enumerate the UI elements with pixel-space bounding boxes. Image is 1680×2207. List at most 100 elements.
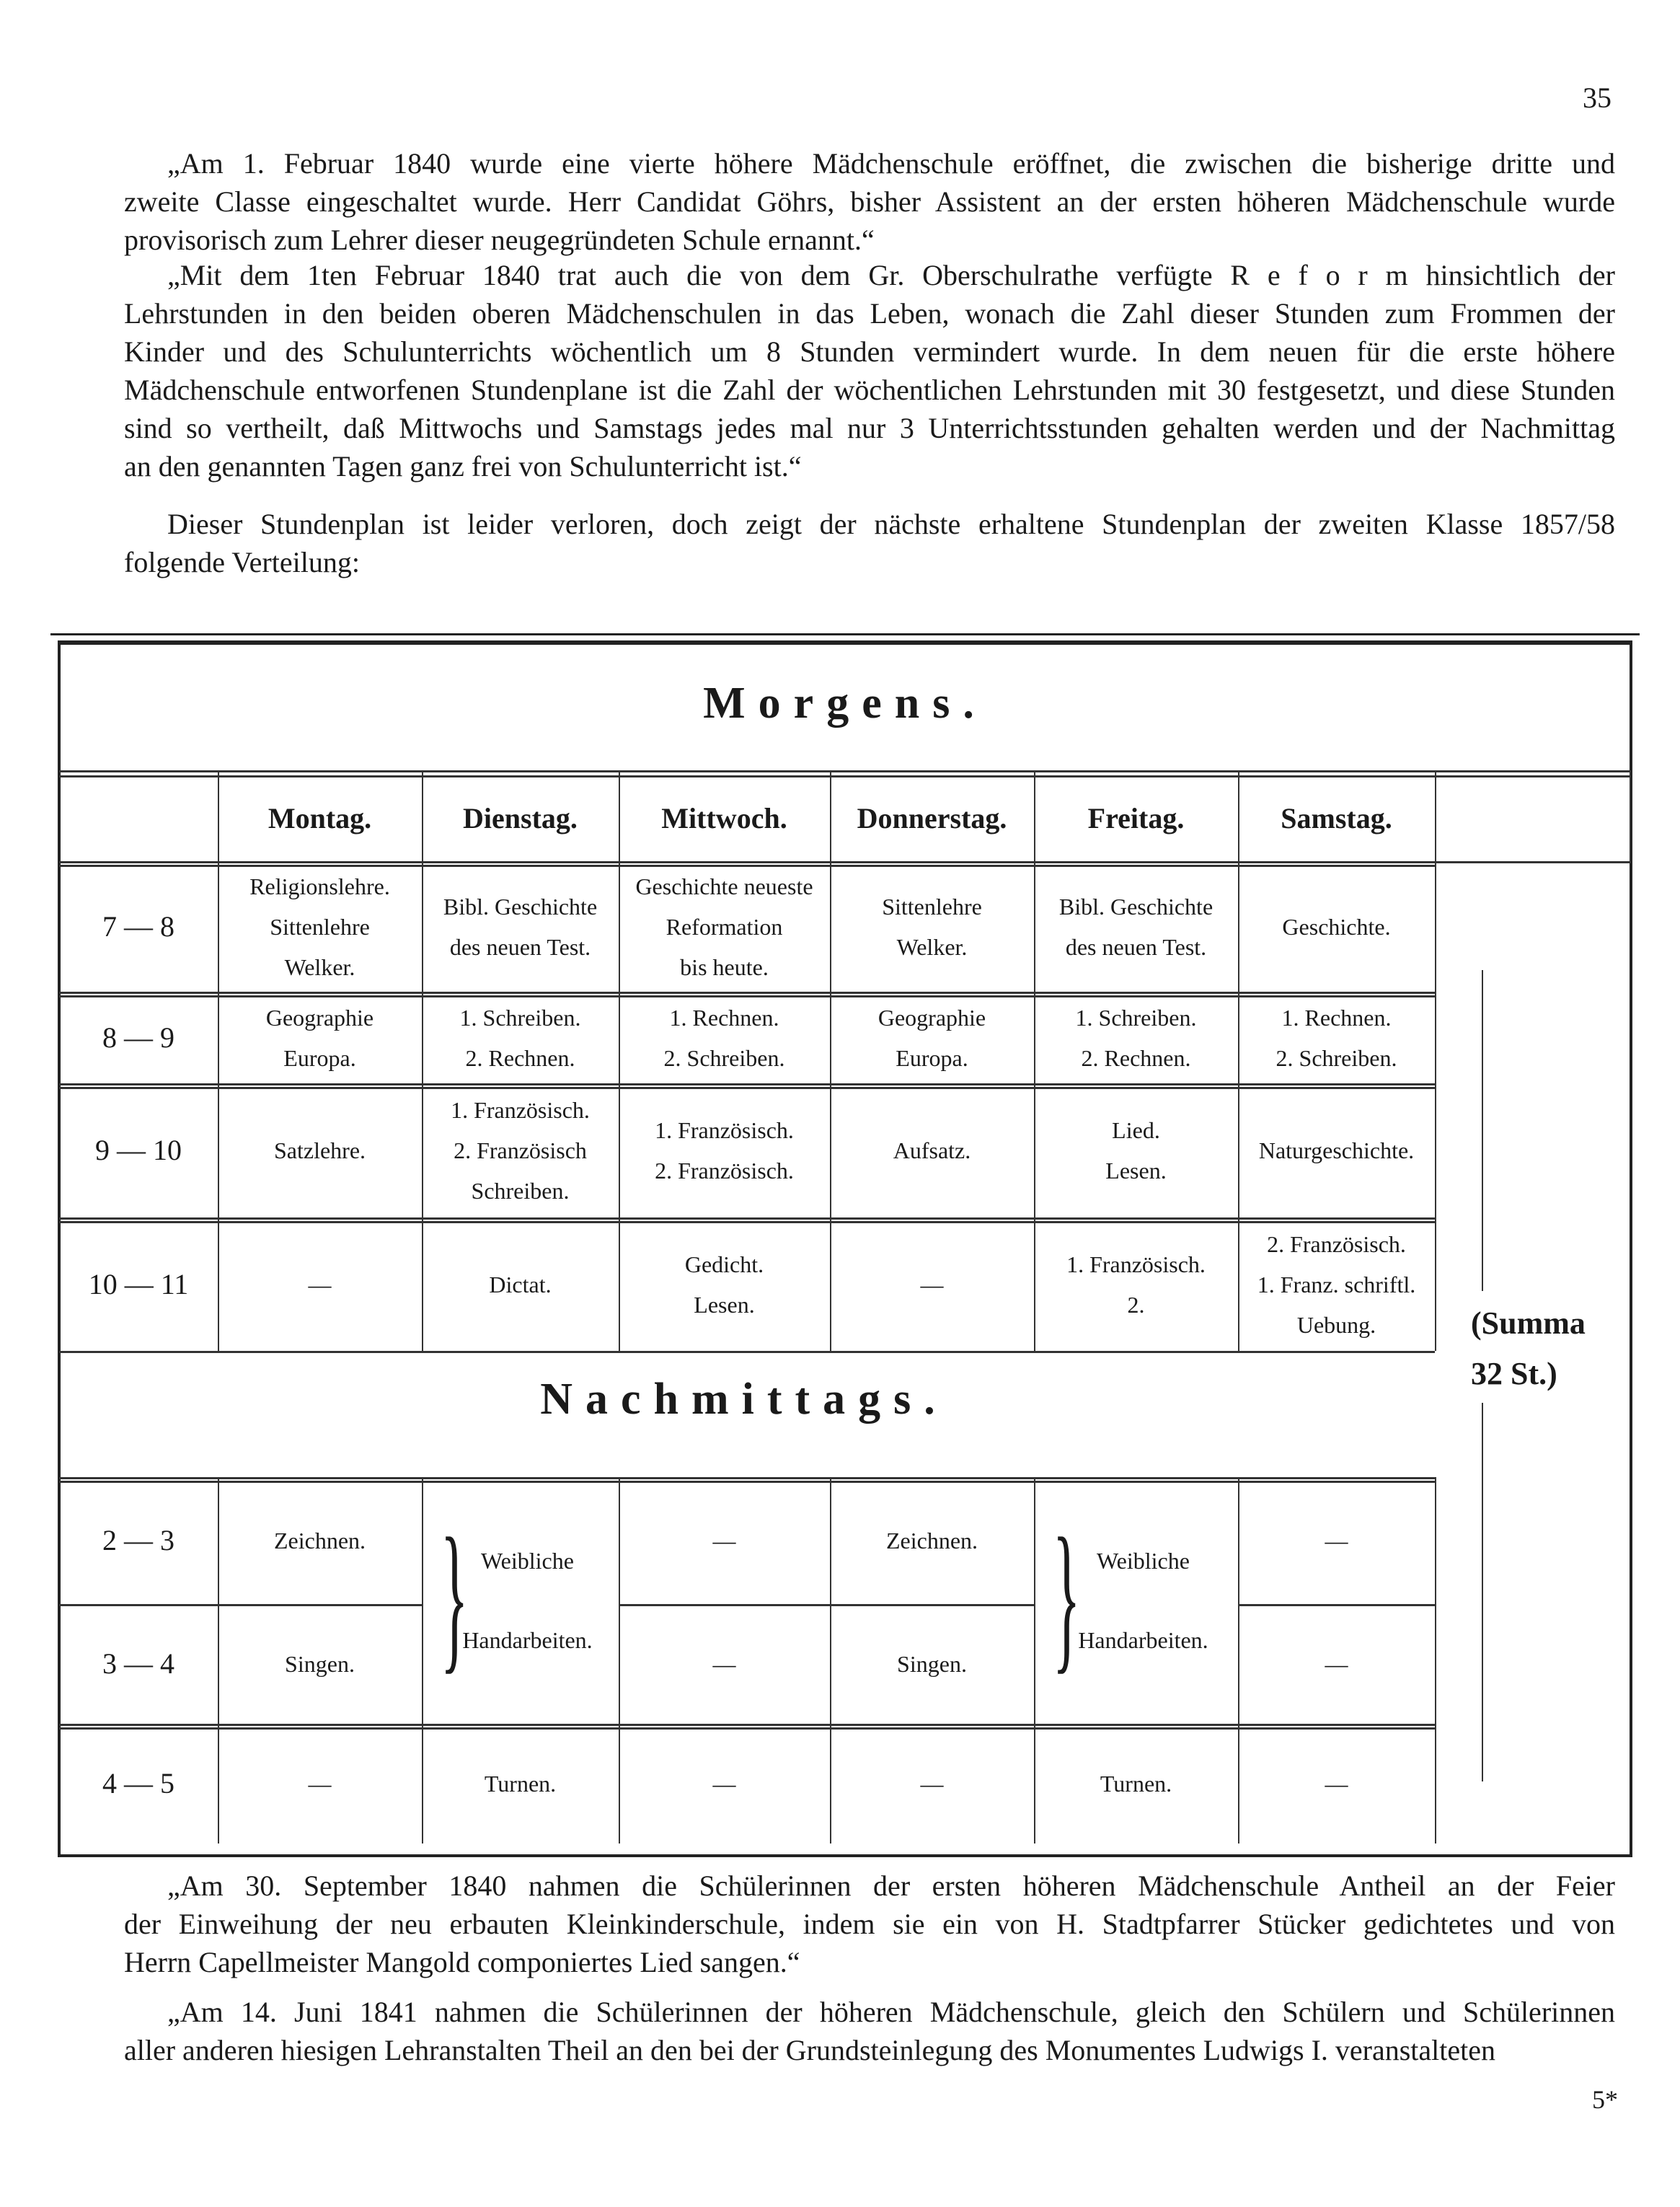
time-slot: 3 — 4 [102,1647,174,1680]
row-divider [59,1724,1435,1726]
column-divider [1435,770,1436,1351]
cell-line: 2. [1127,1291,1145,1318]
table-cell: Geographie Europa. [218,992,422,1083]
cell-line: — [712,1771,736,1797]
cell-line: Religionslehre. [249,873,390,899]
row-divider [59,1604,422,1606]
text-line: „Am 14. Juni 1841 nahmen die Schülerinne… [167,1996,1615,2028]
cell-line: 2. Schreiben. [663,1044,785,1071]
row-divider [1238,1604,1435,1606]
table-cell: Zeichnen. [830,1477,1034,1604]
table-top-rule [50,633,1640,641]
summa-line: 32 St.) [1471,1356,1557,1391]
table-cell: Zeichnen. [218,1477,422,1604]
cell-line: 1. Französisch. [655,1117,794,1143]
cell-line: Sittenlehre [882,893,982,920]
table-cell: Sittenlehre Welker. [830,861,1034,992]
table-cell: 1. Rechnen. 2. Schreiben. [1238,992,1435,1083]
cell-line: 2. Französisch. [1267,1230,1406,1257]
cell-line: Turnen. [1100,1771,1172,1797]
column-divider [830,1477,831,1843]
cell-line: — [1325,1651,1348,1677]
column-divider [422,1477,423,1843]
text-line: Herrn Capellmeister Mangold componiertes… [124,1946,800,1978]
cell-line: Uebung. [1296,1311,1376,1338]
row-divider [59,775,1631,777]
cell-line: Weibliche [1097,1548,1190,1574]
cell-line: Reformation [666,913,783,940]
cell-line: 1. Schreiben. [1075,1004,1197,1031]
table-cell: 1. Französisch. 2. [1034,1217,1238,1351]
cell-line: Bibl. Geschichte [443,893,598,920]
cell-line: Europa. [896,1044,968,1071]
text-line: Kinder und des Schulunterrichts wöchentl… [124,335,1615,368]
cell-line: des neuen Test. [1065,933,1207,960]
text-line: „Am 1. Februar 1840 wurde eine vierte hö… [167,147,1615,180]
time-slot: 7 — 8 [102,909,174,943]
table-cell: — [1238,1724,1435,1843]
time-slot: 10 — 11 [88,1267,189,1300]
row-divider [59,1083,1435,1085]
table-cell: 1. Schreiben. 2. Rechnen. [422,992,619,1083]
table-cell: Dictat. [422,1217,619,1351]
row-divider [59,1087,1435,1089]
cell-line: 1. Französisch. [1066,1251,1206,1277]
cell-line: Geographie [877,1004,986,1031]
cell-line: Geographie [265,1004,374,1031]
cell-line: 1. Schreiben. [459,1004,581,1031]
text-line: sind so vertheilt, daß Mittwochs und Sam… [124,412,1615,444]
summa-line: (Summa [1471,1305,1586,1341]
table-cell: 1. Französisch. 2. Französisch Schreiben. [422,1083,619,1217]
table-cell: Singen. [218,1604,422,1724]
cell-line: Schreiben. [471,1178,570,1204]
column-divider [422,770,423,1351]
table-cell: Naturgeschichte. [1238,1083,1435,1217]
table-cell: — [1238,1604,1435,1724]
text-line: provisorisch zum Lehrer dieser neugegrün… [124,224,875,256]
row-divider [59,992,1435,994]
table-cell: — [619,1477,830,1604]
text-line: an den genannten Tagen ganz frei von Sch… [124,450,802,483]
row-divider [59,770,1631,772]
table-cell: Turnen. [422,1724,619,1843]
time-slot: 9 — 10 [95,1134,182,1166]
paragraph: „Mit dem 1ten Februar 1840 trat auch die… [124,256,1615,485]
row-divider [59,1727,1435,1730]
cell-line: 2. Schreiben. [1276,1044,1397,1071]
table-cell: — [1238,1477,1435,1604]
row-divider [1435,861,1631,863]
text-line: der Einweihung der neu erbauten Kleinkin… [124,1908,1615,1940]
text-line: Dieser Stundenplan ist leider verloren, … [167,508,1615,540]
column-divider [218,770,219,1351]
paragraph: Dieser Stundenplan ist leider verloren, … [124,505,1615,581]
column-divider [1630,770,1631,861]
column-divider [1435,1477,1436,1843]
table-cell: — [218,1724,422,1843]
paragraph: „Am 1. Februar 1840 wurde eine vierte hö… [124,144,1615,259]
table-cell: 2. Französisch. 1. Franz. schriftl. Uebung… [1238,1217,1435,1351]
cell-line: — [308,1771,332,1797]
column-divider [830,770,831,1351]
row-divider [59,1481,1435,1483]
text-line: aller anderen hiesigen Lehranstalten The… [124,2034,1495,2066]
table-cell: 1. Französisch. 2. Französisch. [619,1083,830,1217]
cell-line: Bibl. Geschichte [1058,893,1213,920]
day-header: Montag. [268,801,372,834]
row-divider [59,995,1435,997]
table-cell: Gedicht. Lesen. [619,1217,830,1351]
cell-line: Handarbeiten. [462,1627,593,1653]
cell-line: 2. Französisch. [655,1158,794,1184]
table-cell: Religionslehre. Sittenlehre Welker. [218,861,422,992]
table-cell: Turnen. [1034,1724,1238,1843]
brace-icon: } [1052,1504,1081,1688]
cell-line: Handarbeiten. [1078,1627,1208,1653]
page-number: 35 [1583,82,1612,114]
time-slot: 2 — 3 [102,1524,174,1556]
cell-line: — [712,1651,736,1677]
cell-line: Satzlehre. [273,1137,366,1163]
section-title-morning: Morgens. [703,679,987,728]
text-line: zweite Classe eingeschaltet wurde. Herr … [124,185,1615,218]
cell-line: — [712,1528,736,1554]
section-title-afternoon: Nachmittags. [540,1375,948,1424]
day-header: Freitag. [1087,801,1185,834]
